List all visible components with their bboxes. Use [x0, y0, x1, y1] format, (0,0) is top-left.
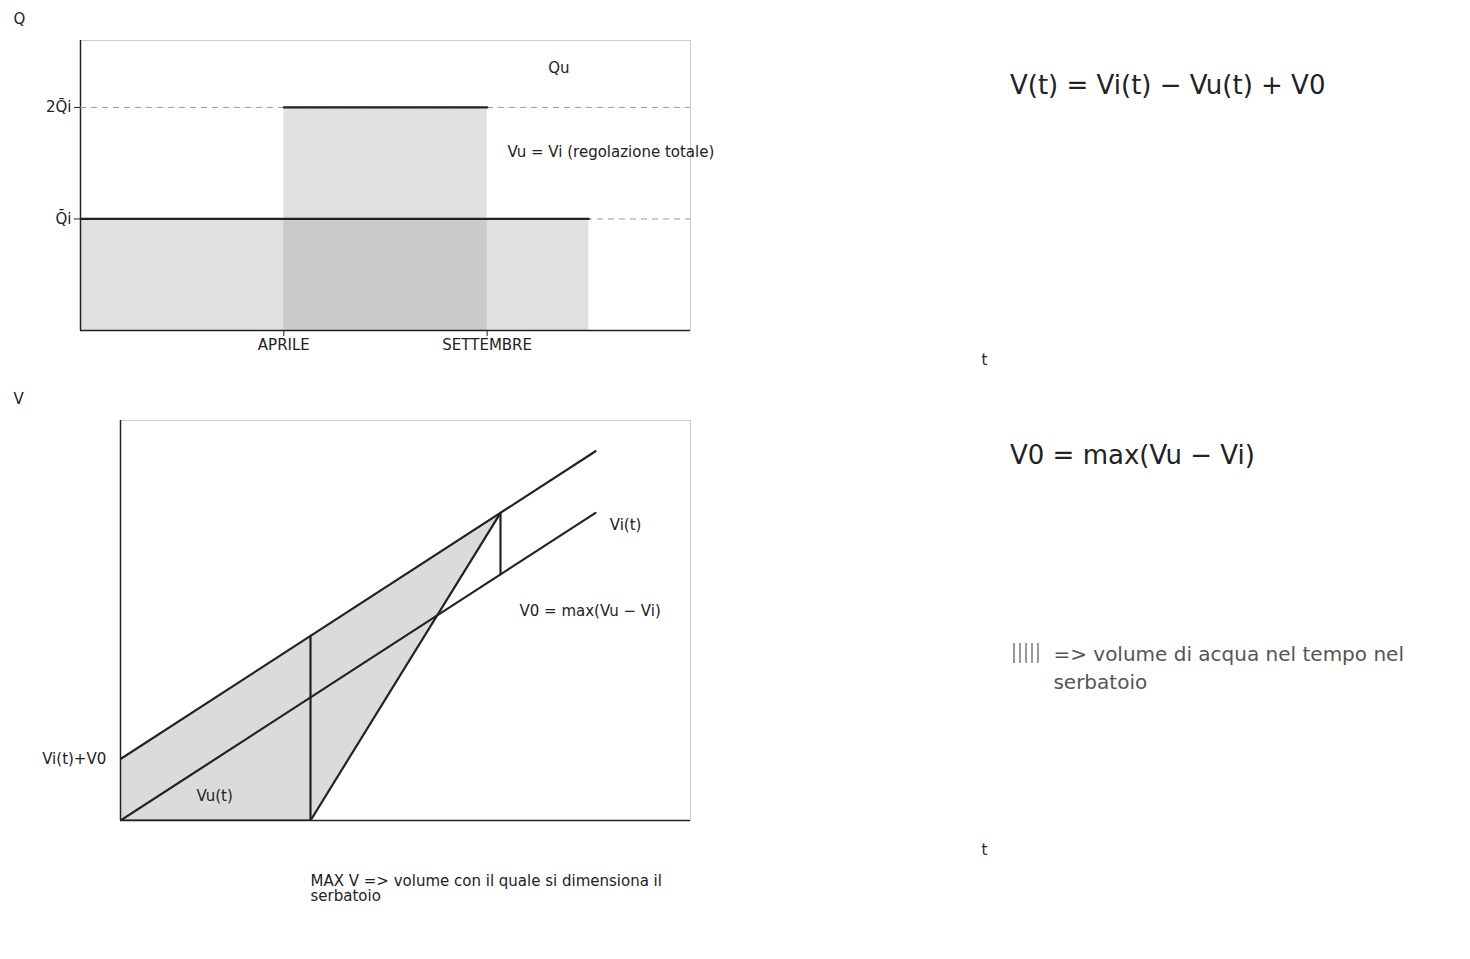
- svg-text:Vu = Vi (regolazione totale): Vu = Vi (regolazione totale): [508, 143, 715, 161]
- svg-text:2Q̄i: 2Q̄i: [46, 97, 72, 116]
- svg-text:Vi(t): Vi(t): [610, 516, 642, 534]
- svg-text:SETTEMBRE: SETTEMBRE: [442, 336, 532, 354]
- svg-text:Qu: Qu: [548, 59, 569, 77]
- svg-text:V: V: [14, 390, 25, 408]
- svg-text:t: t: [982, 841, 988, 859]
- html-text:V(t) = Vi(t) − Vu(t) + V0: V(t) = Vi(t) − Vu(t) + V0: [1010, 70, 1326, 100]
- svg-text:Vi(t)+V0: Vi(t)+V0: [42, 750, 106, 768]
- svg-text:t: t: [982, 351, 988, 369]
- svg-text:Q̄i: Q̄i: [56, 209, 72, 228]
- svg-text:MAX V => volume con il quale s: MAX V => volume con il quale si dimensio…: [311, 871, 662, 904]
- html-text:V0 = max(Vu − Vi): V0 = max(Vu − Vi): [1010, 440, 1255, 470]
- svg-text:Q: Q: [14, 10, 26, 28]
- svg-text:APRILE: APRILE: [258, 336, 310, 354]
- html-text:=> volume di acqua nel tempo n: => volume di acqua nel tempo nel serbato…: [1053, 642, 1404, 694]
- svg-text:V0 = max(Vu − Vi): V0 = max(Vu − Vi): [520, 602, 661, 620]
- svg-text:Vu(t): Vu(t): [197, 787, 233, 805]
